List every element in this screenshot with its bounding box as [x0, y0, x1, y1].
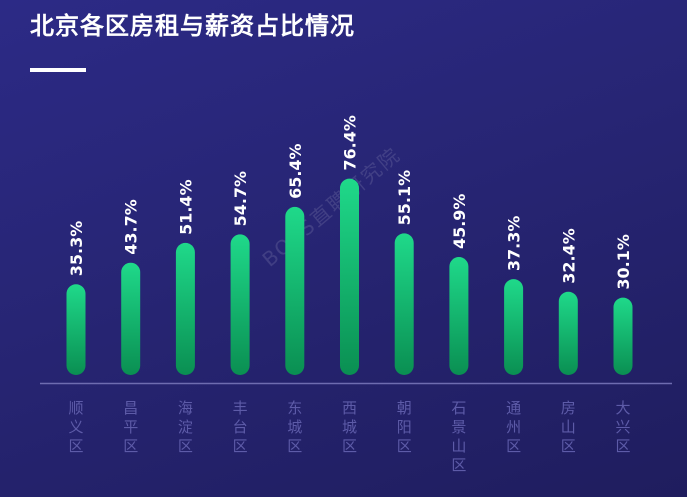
- category-label-4: 丰台区: [233, 399, 248, 455]
- bar-9: [504, 279, 524, 375]
- category-label-5: 东城区: [287, 399, 302, 455]
- bar-4: [230, 234, 250, 375]
- value-label-10: 32.4%: [559, 228, 578, 284]
- bar-10: [558, 291, 578, 375]
- category-label-2: 昌平区: [123, 399, 138, 455]
- value-label-9: 37.3%: [505, 216, 524, 272]
- bar-2: [121, 262, 141, 375]
- value-label-1: 35.3%: [67, 221, 86, 277]
- bar-7: [394, 233, 414, 375]
- category-label-7: 朝阳区: [397, 399, 412, 455]
- bar-11: [613, 297, 633, 375]
- category-label-6: 西城区: [342, 399, 357, 455]
- bar-1: [66, 284, 86, 375]
- value-label-5: 65.4%: [286, 143, 305, 199]
- value-label-2: 43.7%: [122, 199, 141, 255]
- value-label-7: 55.1%: [395, 170, 414, 226]
- chart-title: 北京各区房租与薪资占比情况: [30, 12, 355, 40]
- category-label-1: 顺义区: [68, 399, 83, 455]
- value-label-3: 51.4%: [176, 179, 195, 235]
- title-underline: [30, 68, 86, 72]
- bar-3: [175, 242, 195, 375]
- value-label-4: 54.7%: [231, 171, 250, 227]
- category-label-8: 石景山区: [451, 399, 466, 474]
- bar-8: [449, 257, 469, 375]
- value-label-6: 76.4%: [341, 115, 360, 171]
- category-label-3: 海淀区: [178, 399, 193, 455]
- value-label-11: 30.1%: [614, 234, 633, 290]
- category-label-9: 通州区: [506, 399, 521, 455]
- category-label-10: 房山区: [561, 399, 576, 455]
- value-label-8: 45.9%: [450, 194, 469, 250]
- bar-6: [340, 178, 359, 375]
- category-label-11: 大兴区: [615, 399, 630, 455]
- bar-5: [285, 206, 305, 375]
